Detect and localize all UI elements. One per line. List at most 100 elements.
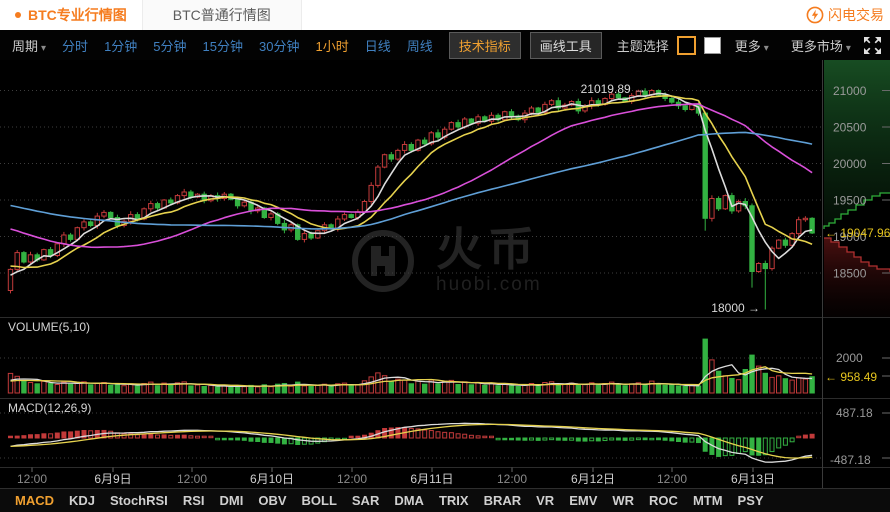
indicator-item-1[interactable]: KDJ	[69, 493, 96, 508]
macd-hist-bar	[382, 428, 388, 439]
volume-bar	[168, 384, 174, 394]
macd-hist-bar	[161, 434, 167, 439]
macd-hist-bar	[201, 435, 207, 439]
indicator-item-14[interactable]: ROC	[649, 493, 678, 508]
tech-indicator-button[interactable]: 技术指标	[448, 31, 521, 59]
volume-bar	[108, 384, 114, 394]
macd-axis-tick-upper: 487.18	[836, 406, 873, 420]
macd-hist-bar	[802, 434, 808, 439]
volume-bar	[809, 376, 815, 394]
macd-hist-bar	[602, 437, 608, 442]
indicator-item-4[interactable]: DMI	[219, 493, 244, 508]
volume-bar	[615, 384, 622, 394]
chart-canvas[interactable]: 21000 20500 20000 19500 19000 18500 12:00 6月9日 1…	[0, 60, 890, 489]
volume-bar	[174, 382, 181, 394]
volume-bar	[495, 385, 501, 394]
interval-link-4[interactable]: 30分钟	[259, 38, 300, 54]
macd-hist-bar	[148, 434, 154, 439]
macd-hist-bar	[415, 428, 421, 439]
indicator-item-9[interactable]: TRIX	[438, 493, 469, 508]
indicator-item-12[interactable]: EMV	[569, 493, 598, 508]
macd-hist-bar	[181, 434, 187, 439]
indicator-item-15[interactable]: MTM	[692, 493, 723, 508]
macd-hist-bar	[442, 431, 448, 439]
macd-hist-bar	[702, 437, 708, 452]
candle-body	[188, 191, 194, 198]
fullscreen-icon[interactable]	[863, 36, 882, 55]
macd-hist-bar	[769, 437, 775, 453]
macd-hist-bar	[241, 437, 247, 441]
macd-hist-bar	[261, 437, 267, 443]
candle-body	[555, 100, 561, 109]
macd-hist-bar	[48, 433, 54, 439]
watermark-title: 火币	[436, 223, 540, 275]
macd-hist-bar	[649, 437, 655, 441]
macd-hist-bar	[555, 437, 561, 441]
volume-bar	[161, 382, 167, 394]
more-markets-dropdown[interactable]: 更多市场 ▾	[791, 36, 851, 55]
period-dropdown[interactable]: 周期 ▾	[12, 36, 46, 55]
macd-hist-bar	[475, 435, 481, 439]
theme-light-swatch[interactable]	[703, 36, 721, 54]
volume-bar	[128, 383, 134, 394]
indicator-item-7[interactable]: SAR	[351, 493, 380, 508]
candle-body	[722, 195, 728, 210]
candle-body	[234, 198, 241, 207]
indicator-item-0[interactable]: MACD	[15, 493, 54, 508]
macd-hist-bar	[295, 437, 301, 446]
macd-hist-bar	[168, 434, 174, 439]
interval-link-5[interactable]: 1小时	[315, 38, 349, 54]
volume-bar	[308, 386, 314, 394]
indicator-item-10[interactable]: BRAR	[483, 493, 522, 508]
volume-bar	[328, 386, 334, 394]
period-high-annotation: 21019.89 →	[581, 82, 646, 96]
macd-hist-bar	[41, 433, 47, 439]
candle-body	[61, 234, 67, 245]
more-dropdown[interactable]: 更多 ▾	[735, 36, 769, 55]
volume-bar	[729, 377, 735, 394]
macd-hist-bar	[255, 437, 261, 442]
macd-hist-bar	[155, 434, 160, 439]
toolbar: 周期 ▾ 分时 1分钟 5分钟 15分钟 30分钟 1小时 日线 周线 技术指标 画线工具 主题…	[0, 30, 890, 60]
indicator-item-13[interactable]: WR	[612, 493, 635, 508]
interval-link-2[interactable]: 5分钟	[153, 38, 187, 54]
theme-dark-swatch[interactable]	[676, 35, 696, 55]
tab-btc-normal-chart[interactable]: BTC普通行情图	[142, 0, 302, 30]
volume-bar	[27, 382, 34, 394]
volume-bar	[709, 359, 715, 394]
interval-link-6[interactable]: 日线	[364, 38, 391, 54]
volume-bar	[508, 385, 515, 394]
candle-body	[715, 198, 722, 210]
volume-bar	[315, 384, 321, 394]
price-axis-tick: 19500	[833, 194, 867, 208]
depth-bid-area	[824, 238, 890, 317]
volume-bar	[682, 385, 688, 394]
volume-bar	[408, 383, 415, 394]
interval-link-3[interactable]: 15分钟	[202, 38, 243, 54]
volume-bar	[335, 383, 341, 394]
indicator-item-11[interactable]: VR	[536, 493, 555, 508]
indicator-item-5[interactable]: OBV	[258, 493, 287, 508]
volume-bar	[288, 385, 294, 394]
tab-btc-pro-chart[interactable]: BTC专业行情图	[0, 0, 143, 30]
indicator-item-3[interactable]: RSI	[182, 493, 205, 508]
macd-hist-bar	[569, 437, 575, 441]
flash-trade-button[interactable]: 闪电交易	[806, 0, 884, 30]
indicator-item-2[interactable]: StochRSI	[110, 493, 168, 508]
macd-hist-bar	[235, 437, 241, 441]
interval-link-7[interactable]: 周线	[406, 38, 433, 54]
tab-btc-pro-label: BTC专业行情图	[28, 7, 127, 23]
candle-body	[548, 100, 555, 105]
lightning-icon	[806, 6, 824, 24]
indicator-item-8[interactable]: DMA	[394, 493, 424, 508]
macd-hist-bar	[615, 437, 621, 441]
interval-link-1[interactable]: 1分钟	[104, 38, 138, 54]
macd-hist-bar	[515, 437, 521, 441]
indicator-item-16[interactable]: PSY	[737, 493, 764, 508]
indicator-item-6[interactable]: BOLL	[301, 493, 337, 508]
candle-body	[174, 195, 181, 204]
price-ma30-line	[10, 103, 813, 249]
candle-body	[108, 211, 114, 218]
draw-tool-button[interactable]: 画线工具	[529, 31, 602, 59]
interval-link-0[interactable]: 分时	[62, 38, 89, 54]
